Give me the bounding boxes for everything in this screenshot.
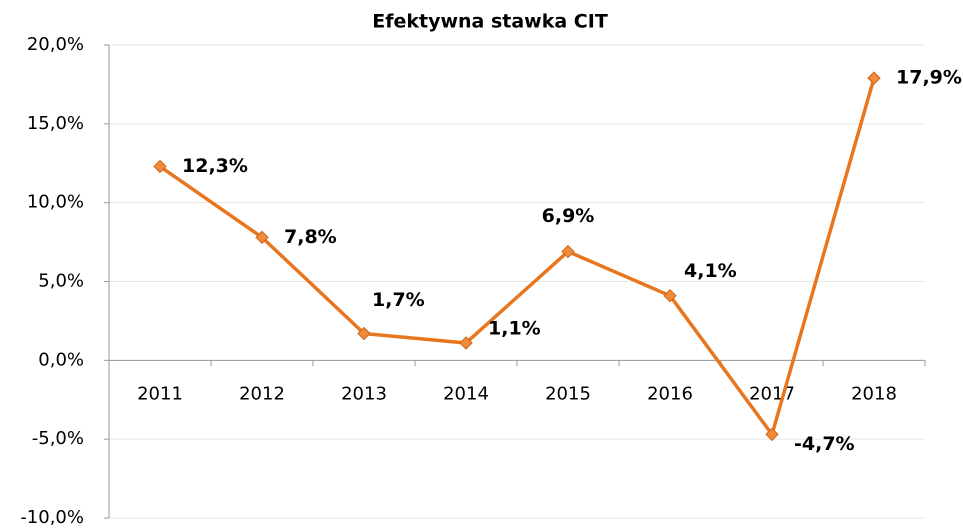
y-tick-label: 0,0% [38, 349, 84, 370]
x-tick-label: 2015 [545, 383, 591, 404]
x-tick-label: 2013 [341, 383, 387, 404]
x-tick-label: 2014 [443, 383, 489, 404]
x-tick-label: 2012 [239, 383, 285, 404]
data-point [561, 244, 575, 259]
data-label: 12,3% [182, 155, 248, 177]
y-tick-label: 15,0% [27, 113, 84, 134]
y-tick-label: -5,0% [32, 428, 84, 449]
data-point [867, 71, 881, 85]
data-point [153, 159, 167, 174]
x-tick-label: 2016 [647, 383, 693, 404]
data-label: 17,9% [896, 67, 962, 89]
data-point [459, 336, 473, 350]
data-label: -4,7% [794, 433, 855, 455]
data-point [357, 326, 371, 341]
data-label: 1,1% [488, 317, 541, 339]
data-label: 7,8% [284, 226, 337, 248]
data-label: 4,1% [684, 260, 737, 282]
data-line [159, 77, 876, 437]
data-point [255, 230, 269, 245]
x-tick-label: 2017 [749, 383, 795, 404]
x-tick-label: 2018 [851, 383, 897, 404]
y-tick-label: 10,0% [27, 192, 84, 213]
x-tick-label: 2011 [137, 383, 183, 404]
chart-title: Efektywna stawka CIT [372, 11, 608, 33]
data-label: 6,9% [542, 205, 595, 227]
y-tick-label: -10,0% [20, 507, 84, 528]
data-point [765, 427, 779, 442]
data-label: 1,7% [372, 289, 425, 311]
data-point [663, 288, 677, 303]
y-tick-label: 20,0% [27, 34, 84, 55]
y-tick-label: 5,0% [38, 271, 84, 292]
